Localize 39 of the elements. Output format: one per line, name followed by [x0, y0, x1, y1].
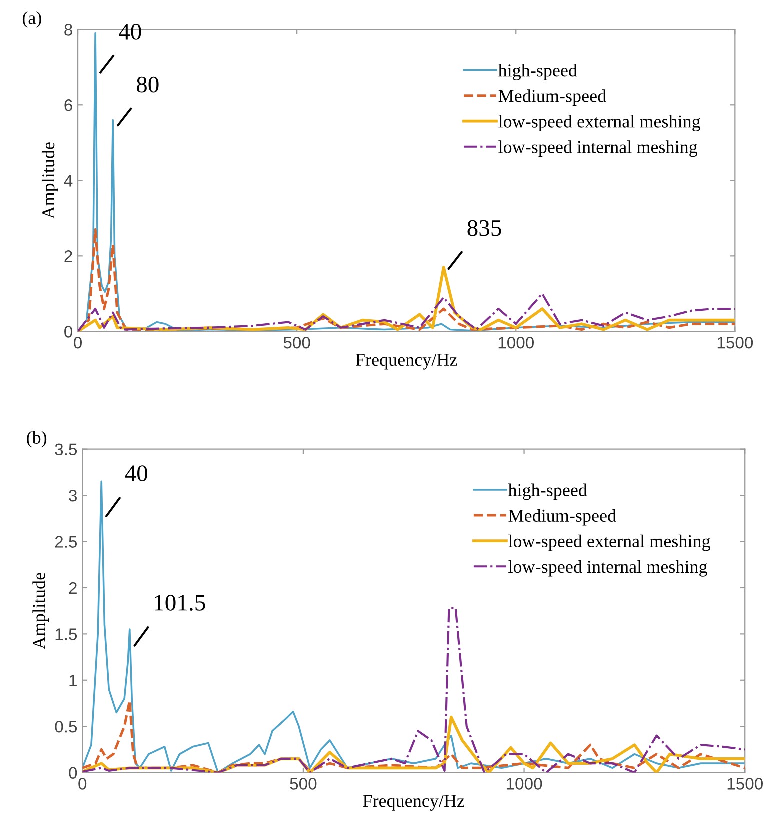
y-tick-label: 1: [70, 674, 77, 686]
x-tick-label: 500: [284, 336, 310, 349]
x-tick-label: 0: [78, 778, 87, 790]
x-axis-title: Frequency/Hz: [363, 795, 464, 811]
legend-label: low-speed external meshing: [498, 115, 701, 132]
y-tick-label: 4: [64, 175, 73, 187]
y-tick-label: 2: [69, 582, 77, 594]
annotation: 80: [136, 76, 159, 93]
annotation: 40: [125, 466, 148, 482]
y-tick-label: 6: [64, 100, 72, 112]
y-tick-label: 0: [64, 326, 73, 338]
annotation: 101.5: [155, 594, 206, 612]
y-tick-label: 0.5: [55, 720, 78, 733]
y-tick-label: 2.5: [55, 536, 78, 548]
x-tick-label: 1500: [728, 778, 763, 790]
y-tick-label: 2: [64, 250, 72, 262]
y-axis-title: Amplitude: [42, 142, 58, 220]
y-tick-label: 3.5: [55, 444, 78, 456]
legend-label: Medium-speed: [498, 90, 606, 106]
chart-title: (a): [22, 12, 42, 28]
y-tick-label: 8: [64, 24, 72, 36]
y-tick-label: 0: [69, 767, 78, 779]
legend-label: low-speed internal meshing: [508, 560, 708, 577]
legend-label: high-speed: [508, 484, 588, 500]
chart-title: (b): [27, 431, 47, 448]
x-tick-label: 1000: [507, 778, 542, 790]
x-tick-label: 500: [290, 778, 317, 790]
x-tick-label: 1000: [498, 336, 534, 349]
y-tick-label: 3: [69, 490, 78, 502]
y-tick-label: 1.5: [56, 628, 78, 640]
annotation: 835: [468, 220, 502, 236]
legend-label: Medium-speed: [508, 509, 616, 526]
legend-label: low-speed external meshing: [508, 534, 710, 552]
x-tick-label: 1500: [718, 336, 754, 349]
legend-label: high-speed: [498, 64, 578, 80]
legend-label: low-speed internal meshing: [498, 140, 698, 158]
annotation: 40: [119, 24, 142, 40]
y-axis-title: Amplitude: [32, 573, 50, 650]
x-axis-title: Frequency/Hz: [356, 354, 458, 370]
